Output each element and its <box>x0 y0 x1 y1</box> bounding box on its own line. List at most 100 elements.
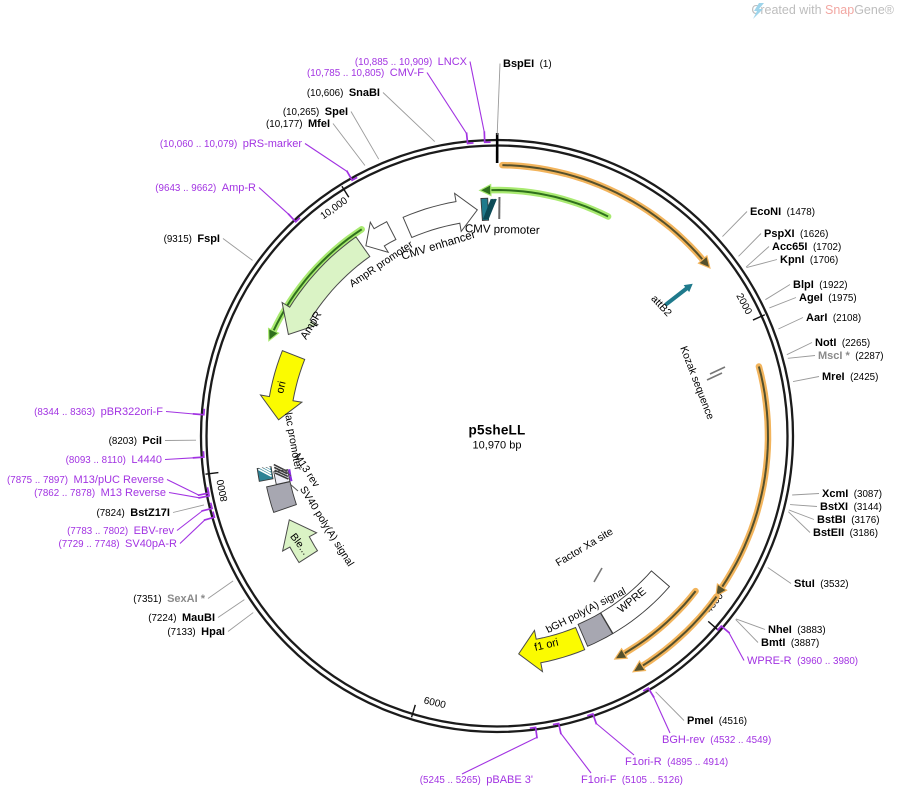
leader-pbabe-3 <box>461 736 538 775</box>
primer-hook-f1ori-f <box>552 722 562 735</box>
site-label-bmti[interactable]: BmtI (3887) <box>761 637 819 649</box>
site-label-mrei[interactable]: MreI (2425) <box>822 371 878 383</box>
site-label-aari[interactable]: AarI (2108) <box>806 312 861 324</box>
cmv-promoter-box-stripe-2 <box>485 198 496 220</box>
site-label-m13-reverse[interactable]: (7862 .. 7878) M13 Reverse <box>34 487 166 499</box>
site-label-m13-puc-reverse[interactable]: (7875 .. 7897) M13/pUC Reverse <box>7 474 164 486</box>
m13-rev-leader <box>289 483 299 492</box>
leader-nhei <box>735 618 766 630</box>
site-label-spei[interactable]: (10,265) SpeI <box>283 106 348 118</box>
lac-promoter-box-stripe-2 <box>273 466 288 475</box>
site-label-pmei[interactable]: PmeI (4516) <box>687 715 747 727</box>
leader-amp-r <box>258 187 290 215</box>
orf-arrow-top-head <box>478 183 492 197</box>
leader-bstbi <box>788 509 815 520</box>
cmv-promoter-box-stripe-0 <box>482 198 493 220</box>
site-label-sv40pa-r[interactable]: (7729 .. 7748) SV40pA-R <box>59 538 177 550</box>
leader-bgh-rev <box>652 696 671 734</box>
leader-hpai <box>227 612 254 632</box>
attb2-marker[interactable] <box>664 286 689 306</box>
leader-aari <box>778 317 804 330</box>
ampr-promoter[interactable] <box>365 220 397 254</box>
scale-tick-8000 <box>205 471 219 475</box>
site-label-wpre-r[interactable]: WPRE-R (3960 .. 3980) <box>747 655 858 667</box>
leader-agei <box>769 297 797 309</box>
snapgene-watermark: Created with SnapGene® <box>751 3 894 19</box>
site-label-maubi[interactable]: (7224) MauBI <box>148 612 215 624</box>
site-label-hpai[interactable]: (7133) HpaI <box>167 626 225 638</box>
orf-arrow-4[interactable] <box>623 590 697 655</box>
site-label-pcii[interactable]: (8203) PciI <box>109 435 162 447</box>
snapgene-logo-icon <box>753 3 765 19</box>
scale-tick-4000 <box>707 620 719 631</box>
primer-hook-prs-marker <box>345 170 358 182</box>
site-label-blpi[interactable]: BlpI (1922) <box>793 279 848 291</box>
site-label-pbabe-3[interactable]: (5245 .. 5265) pBABE 3' <box>420 774 533 786</box>
orf-arrow-top[interactable] <box>490 188 609 218</box>
orf-arrow-top-glow <box>487 186 612 220</box>
site-label-sexai[interactable]: (7351) SexAI * <box>133 593 205 605</box>
feature-label-f1-ori: f1 ori <box>533 637 560 654</box>
leader-maubi <box>217 599 245 618</box>
site-label-kpni[interactable]: KpnI (1706) <box>780 254 838 266</box>
leader-l4440 <box>164 457 194 461</box>
leader-prs-marker <box>304 143 348 172</box>
feature-label-cmv-promoter: CMV promoter <box>465 223 540 237</box>
site-label-f1ori-f[interactable]: F1ori-F (5105 .. 5126) <box>581 774 683 786</box>
site-label-snabi[interactable]: (10,606) SnaBI <box>307 87 380 99</box>
site-label-bstbi[interactable]: BstBI (3176) <box>817 514 880 526</box>
site-label-lncx[interactable]: (10,885 .. 10,909) LNCX <box>355 56 468 68</box>
site-label-bspei[interactable]: BspEI (1) <box>503 58 552 70</box>
site-label-acc65i[interactable]: Acc65I (1702) <box>772 241 841 253</box>
f1-ori[interactable] <box>518 626 586 673</box>
lac-promoter-box-stripe-1 <box>274 469 289 478</box>
site-label-cmv-f[interactable]: (10,785 .. 10,805) CMV-F <box>307 67 424 79</box>
leader-bstz17i <box>172 504 205 513</box>
site-label-bsteii[interactable]: BstEII (3186) <box>813 527 878 539</box>
cmv-enhancer[interactable] <box>402 192 479 239</box>
site-label-xcmi[interactable]: XcmI (3087) <box>822 488 882 500</box>
site-label-pbr322ori-f[interactable]: (8344 .. 8363) pBR322ori-F <box>34 406 163 418</box>
site-label-bstz17i[interactable]: (7824) BstZ17I <box>96 507 170 519</box>
ble[interactable] <box>281 519 319 564</box>
ampr[interactable] <box>281 236 371 336</box>
orf-arrow-2[interactable] <box>721 366 770 588</box>
site-label-stui[interactable]: StuI (3532) <box>794 578 849 590</box>
site-label-agei[interactable]: AgeI (1975) <box>799 292 857 304</box>
leader-xcmi <box>792 493 820 496</box>
site-label-f1ori-r[interactable]: F1ori-R (4895 .. 4914) <box>625 756 728 768</box>
leader-spei <box>350 111 380 160</box>
site-label-bgh-rev[interactable]: BGH-rev (4532 .. 4549) <box>662 734 771 746</box>
leader-f1ori-r <box>595 722 635 756</box>
orf-arrow-3[interactable] <box>641 595 718 667</box>
leader-pbr322ori-f <box>165 410 194 415</box>
site-label-msci[interactable]: MscI * (2287) <box>818 350 884 362</box>
scale-label-6000: 6000 <box>423 695 448 711</box>
leader-bstxi <box>790 504 818 507</box>
leader-m13-reverse <box>168 491 200 499</box>
site-label-noti[interactable]: NotI (2265) <box>815 337 870 349</box>
site-label-prs-marker[interactable]: (10,060 .. 10,079) pRS-marker <box>160 138 302 150</box>
site-label-nhei[interactable]: NheI (3883) <box>768 624 826 636</box>
site-label-econi[interactable]: EcoNI (1478) <box>750 206 815 218</box>
orf-arrow-1[interactable] <box>502 164 704 261</box>
factor-xa-tick <box>593 567 603 583</box>
site-label-amp-r[interactable]: (9643 .. 9662) Amp-R <box>155 182 256 194</box>
wpre[interactable] <box>600 570 671 635</box>
site-label-mfei[interactable]: (10,177) MfeI <box>266 118 330 130</box>
site-label-pspxi[interactable]: PspXI (1626) <box>764 228 828 240</box>
leader-bspei <box>496 63 501 136</box>
feature-label-factor-xa-site: Factor Xa site <box>554 526 616 570</box>
primer-hook-l4440 <box>192 451 205 459</box>
feature-label-kozak-sequence: Kozak sequence <box>677 345 716 422</box>
ori[interactable] <box>259 349 306 421</box>
site-label-l4440[interactable]: (8093 .. 8110) L4440 <box>66 454 162 466</box>
lac-promoter-box-stripe-0 <box>274 472 289 480</box>
site-label-fspi[interactable]: (9315) FspI <box>164 233 220 245</box>
bgh-polya-signal[interactable] <box>577 612 614 647</box>
site-label-ebv-rev[interactable]: (7783 .. 7802) EBV-rev <box>67 525 174 537</box>
primer-hook-f1ori-r <box>587 712 598 725</box>
site-label-bstxi[interactable]: BstXI (3144) <box>820 501 882 513</box>
leader-cmv-f <box>426 72 468 134</box>
